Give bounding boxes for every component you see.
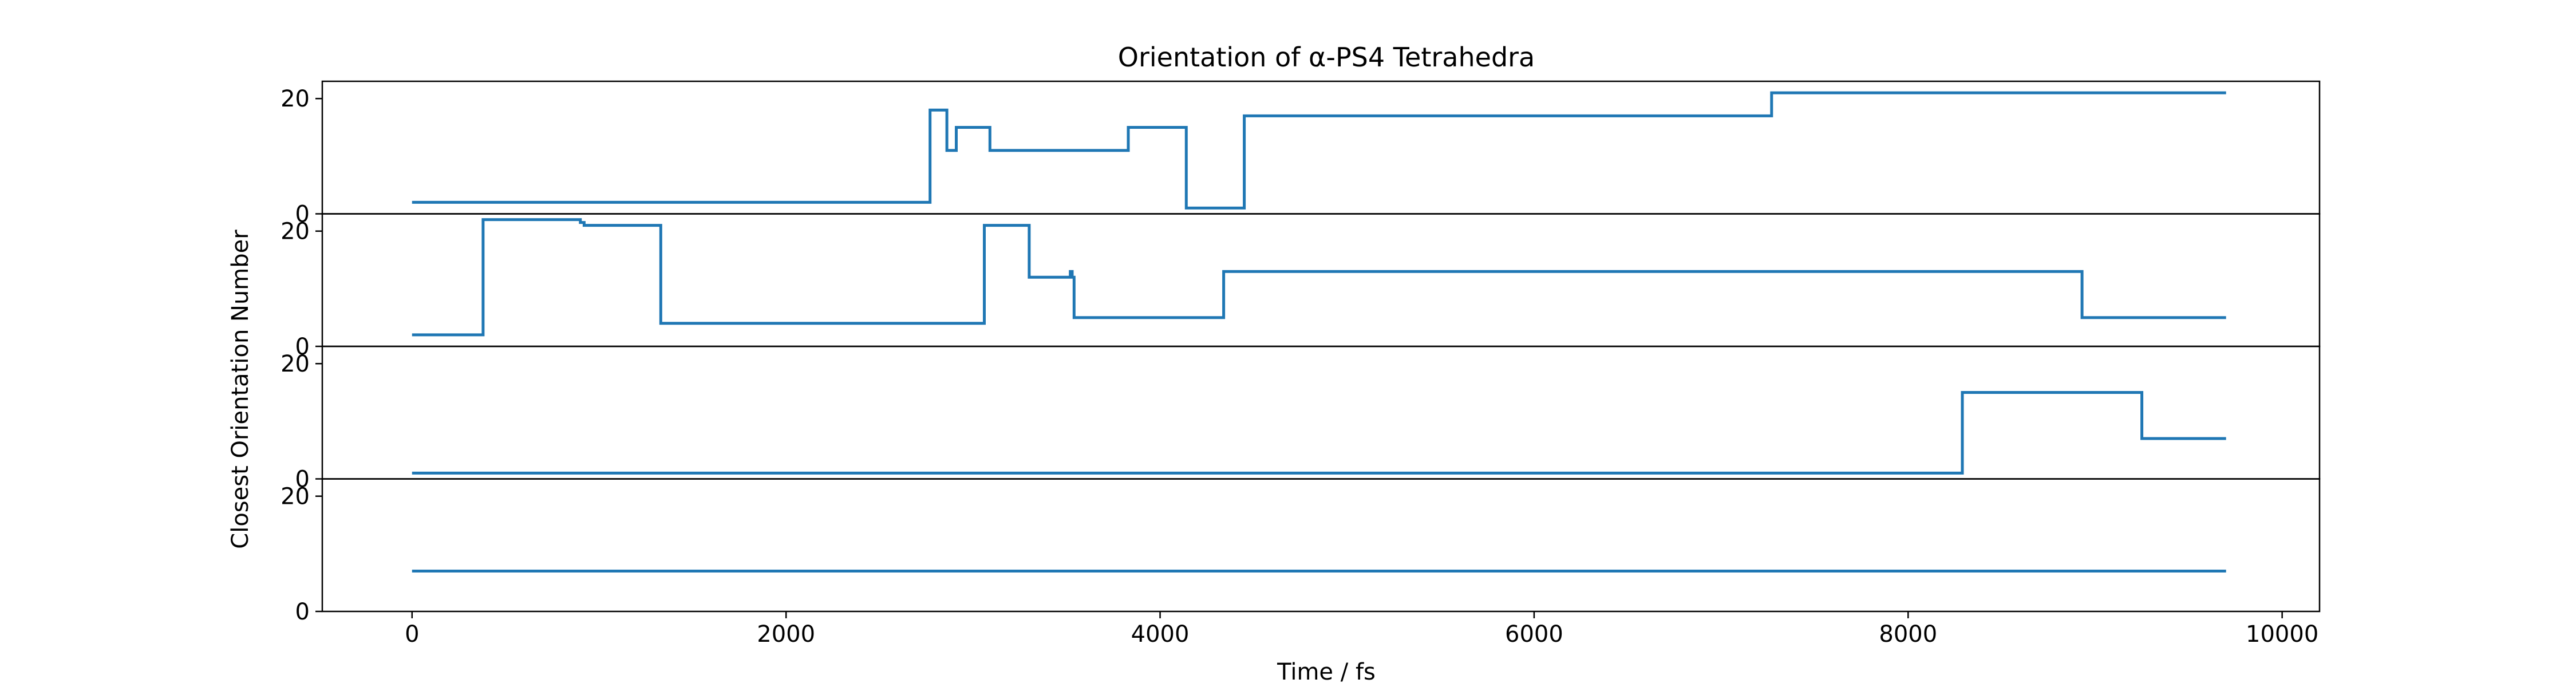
x-axis-ticks: 0 2000 4000 6000 8000 10000 bbox=[405, 611, 2318, 647]
y-tick-label: 20 bbox=[280, 484, 310, 510]
x-tick-label: 0 bbox=[405, 621, 419, 647]
subplot-frame-3 bbox=[321, 345, 2321, 480]
y-tick-label: 20 bbox=[280, 86, 310, 112]
subplot-frame-1 bbox=[321, 80, 2321, 215]
series-line-2 bbox=[412, 218, 2226, 337]
subplot-frame-4 bbox=[321, 478, 2321, 613]
y-tick-label: 0 bbox=[295, 202, 310, 228]
y-tick-label: 20 bbox=[280, 219, 310, 245]
x-tick-label: 4000 bbox=[1131, 621, 1190, 647]
subplot-1: 0 20 bbox=[280, 80, 2321, 228]
y-tick-label: 0 bbox=[295, 467, 310, 493]
x-tick-label: 6000 bbox=[1505, 621, 1563, 647]
series-line-3 bbox=[412, 391, 2226, 475]
subplot-frame-2 bbox=[321, 213, 2321, 348]
x-tick-label: 10000 bbox=[2246, 621, 2318, 647]
subplot-3: 0 20 bbox=[280, 345, 2321, 493]
y-tick-label: 0 bbox=[295, 599, 310, 625]
subplot-2: 0 20 bbox=[280, 213, 2321, 360]
y-axis-label: Closest Orientation Number bbox=[227, 230, 254, 549]
y-tick-label: 20 bbox=[280, 351, 310, 377]
subplot-4: 0 20 bbox=[280, 478, 2321, 625]
x-axis-label: Time / fs bbox=[1277, 659, 1376, 685]
chart-title: Orientation of α-PS4 Tetrahedra bbox=[1118, 42, 1535, 73]
y-tick-label: 0 bbox=[295, 334, 310, 360]
series-line-1 bbox=[412, 91, 2226, 210]
x-tick-label: 8000 bbox=[1879, 621, 1937, 647]
x-tick-label: 2000 bbox=[757, 621, 815, 647]
